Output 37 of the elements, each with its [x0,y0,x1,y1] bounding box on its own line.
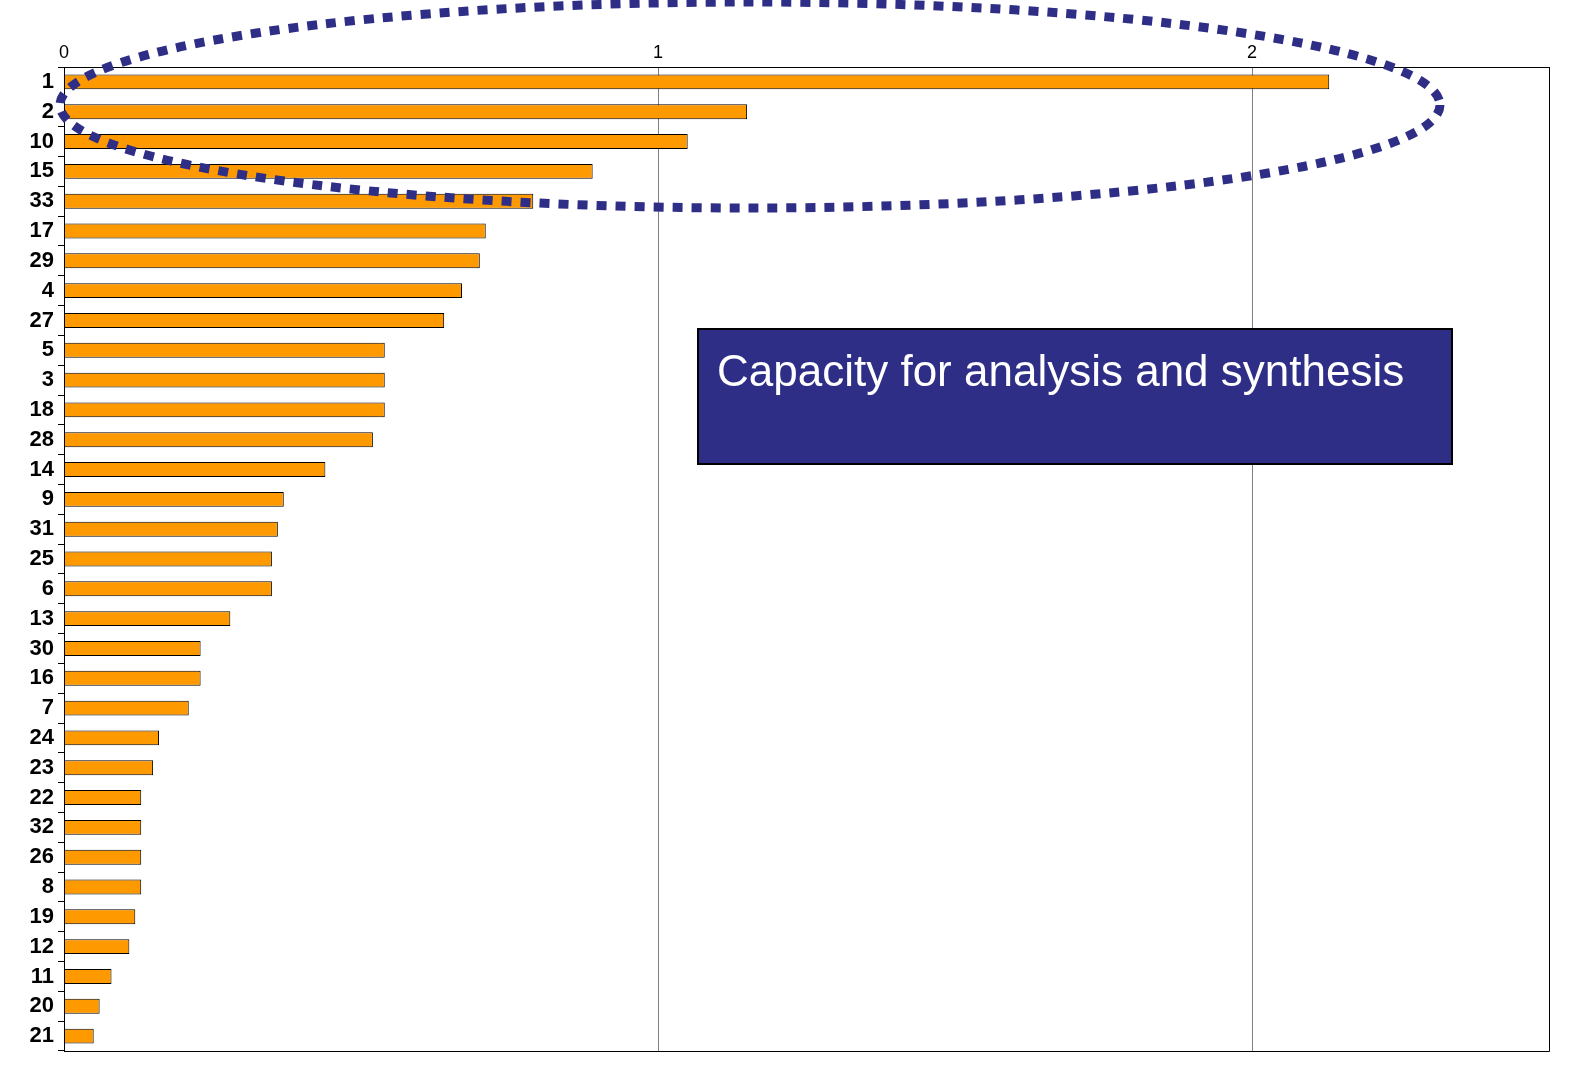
y-tick-label: 13 [29,604,54,630]
x-tick-label: 1 [652,42,664,63]
x-tick-label: 0 [58,42,70,63]
y-tick-label: 4 [41,276,55,302]
y-tick-label: 17 [29,217,54,243]
y-tick-label: 5 [41,336,54,362]
y-tick-label: 32 [29,813,54,839]
y-tick-label: 24 [29,723,55,749]
y-tick-label: 25 [29,545,54,571]
y-tick-label: 30 [29,634,54,660]
y-tick-label: 22 [29,783,54,809]
y-tick-label: 2 [41,97,54,123]
y-tick-label: 1 [41,67,54,93]
y-tick-label: 19 [29,902,54,928]
x-tick-label: 2 [1246,42,1258,63]
y-tick-label: 33 [29,187,54,213]
y-tick-label: 29 [29,246,54,272]
y-tick-label: 28 [29,425,54,451]
y-tick-label: 21 [29,1022,54,1048]
y-tick-label: 27 [29,306,54,332]
y-tick-label: 8 [41,873,54,899]
y-tick-label: 9 [41,485,54,511]
y-tick-label: 26 [29,843,54,869]
y-tick-label: 23 [29,753,54,779]
y-tick-label: 16 [29,664,54,690]
y-tick-label: 20 [29,992,54,1018]
y-tick-label: 12 [29,932,54,958]
y-tick-label: 7 [41,694,54,720]
y-tick-label: 10 [29,127,54,153]
y-tick-label: 3 [41,366,54,392]
annotation: Capacity for analysis and synthesis [697,328,1453,465]
y-tick-label: 18 [29,395,54,421]
y-tick-label: 15 [29,157,54,183]
y-tick-label: 6 [41,574,54,600]
y-tick-label: 14 [29,455,55,481]
y-tick-label: 11 [30,962,54,988]
y-tick-label: 31 [29,515,54,541]
